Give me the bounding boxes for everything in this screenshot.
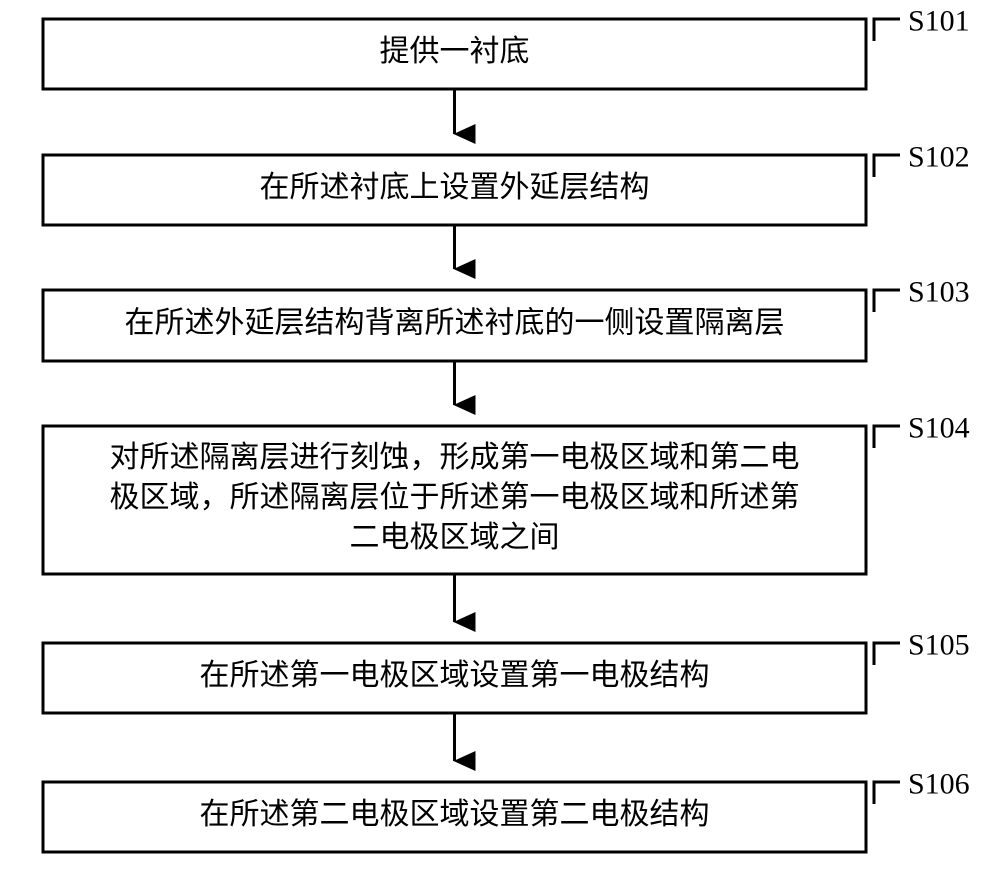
step-label: S101: [908, 4, 970, 37]
step-label-tick: [874, 643, 900, 665]
step-text: 提供一衬底: [380, 35, 530, 68]
step-S105: 在所述第一电极区域设置第一电极结构 S105: [43, 628, 970, 713]
step-S102: 在所述衬底上设置外延层结构 S102: [43, 140, 970, 225]
step-label: S102: [908, 140, 970, 173]
step-label-tick: [874, 782, 900, 804]
step-text: 在所述外延层结构背离所述衬底的一侧设置隔离层: [125, 306, 785, 339]
step-text: 在所述第一电极区域设置第一电极结构: [200, 659, 710, 692]
step-text: 在所述第二电极区域设置第二电极结构: [200, 798, 710, 831]
step-label: S103: [908, 275, 970, 308]
flowchart: 提供一衬底 S101 在所述衬底上设置外延层结构 S102 在所述外延层结构背离所述衬底…: [0, 0, 1000, 882]
step-S106: 在所述第二电极区域设置第二电极结构 S106: [43, 767, 970, 852]
step-label-tick: [874, 290, 900, 312]
step-S103: 在所述外延层结构背离所述衬底的一侧设置隔离层 S103: [43, 275, 970, 361]
step-S101: 提供一衬底 S101: [43, 4, 970, 89]
step-label-tick: [874, 426, 900, 448]
step-label: S106: [908, 767, 970, 800]
step-text: 在所述衬底上设置外延层结构: [260, 171, 650, 204]
step-label: S104: [908, 411, 970, 444]
step-label-tick: [874, 19, 900, 41]
step-label: S105: [908, 628, 970, 661]
step-label-tick: [874, 155, 900, 177]
step-S104: 对所述隔离层进行刻蚀，形成第一电极区域和第二电极区域，所述隔离层位于所述第一电极…: [43, 411, 970, 574]
